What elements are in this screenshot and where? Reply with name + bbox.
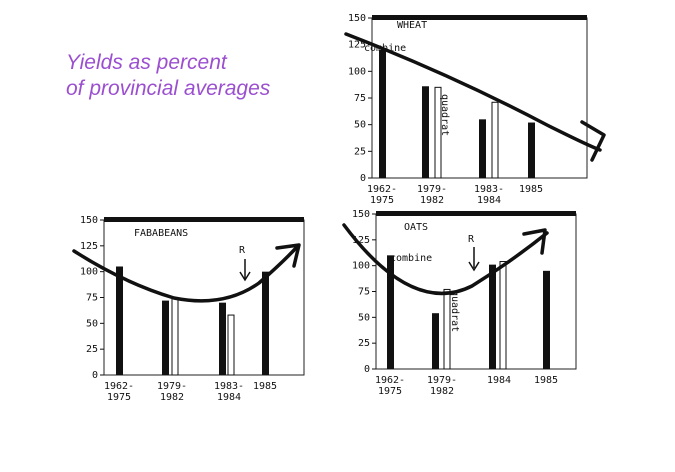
category-label: 1982 — [160, 392, 184, 403]
y-tick-label: 0 — [360, 173, 366, 184]
y-tick-label: 100 — [348, 66, 366, 77]
y-tick-label: 100 — [80, 267, 98, 278]
trend-arrowhead — [522, 228, 547, 255]
y-tick-label: 50 — [86, 318, 98, 329]
y-tick-label: 25 — [354, 146, 366, 157]
chart-title: FABABEANS — [134, 228, 188, 239]
category-label: 1979- — [427, 375, 457, 386]
y-tick-label: 25 — [86, 344, 98, 355]
bar-solid — [162, 300, 169, 375]
category-label: 1982 — [420, 195, 444, 206]
category-label: 1984 — [217, 392, 241, 403]
category-label: 1984 — [487, 375, 511, 386]
category-label: 1962- — [104, 381, 134, 392]
category-label: 1979- — [417, 184, 447, 195]
headline-line-1: Yields as percent — [66, 51, 227, 74]
bar-hollow — [499, 261, 507, 370]
chart-title: OATS — [404, 222, 428, 233]
trend-curve — [344, 32, 602, 152]
bar-hollow — [171, 297, 179, 376]
plot-top-border — [372, 15, 587, 20]
y-tick-label: 75 — [354, 93, 366, 104]
wheat-chart: 0 25 50 75 100 125 150 WHEAT 1962-1975 1979-1982 1… — [344, 13, 606, 206]
trend-curve — [72, 246, 298, 303]
trend-arrowhead — [580, 120, 606, 162]
y-tick-label: 75 — [86, 293, 98, 304]
y-tick-label: 125 — [348, 40, 366, 51]
r-arrow-head — [239, 271, 251, 282]
bar-hollow — [491, 101, 499, 179]
y-tick-label: 50 — [358, 312, 370, 323]
bar-solid — [422, 86, 429, 178]
bar-solid — [528, 122, 535, 178]
category-label: 1975 — [107, 392, 131, 403]
category-label: 1962- — [367, 184, 397, 195]
category-label: 1979- — [157, 381, 187, 392]
bar-solid — [432, 313, 439, 369]
category-label: 1975 — [370, 195, 394, 206]
y-tick-label: 0 — [92, 370, 98, 381]
fababeans-chart: 0255075100125150FABABEANS1962-19751979-1… — [72, 215, 305, 403]
headline-line-2: of provincial averages — [66, 77, 271, 100]
y-tick-label: 150 — [352, 209, 370, 220]
y-tick-label: 75 — [358, 287, 370, 298]
plot-frame — [103, 219, 305, 376]
y-tick-label: 0 — [364, 364, 370, 375]
category-label: 1975 — [378, 386, 402, 397]
annotation-r: R — [239, 245, 246, 256]
category-label: 1984 — [477, 195, 501, 206]
category-label: 1985 — [519, 184, 543, 195]
plot-top-border — [376, 211, 576, 216]
annotation-r: R — [468, 234, 475, 245]
bar-hollow — [227, 314, 235, 376]
chart-title: WHEAT — [397, 20, 427, 31]
annotation-combine: combine — [390, 253, 432, 264]
category-label: 1983- — [214, 381, 244, 392]
category-label: 1962- — [375, 375, 405, 386]
bar-solid — [262, 271, 269, 375]
bar-solid — [543, 270, 550, 369]
y-tick-label: 150 — [348, 13, 366, 24]
bar-hollow — [443, 288, 451, 370]
y-tick-label: 50 — [354, 120, 366, 131]
bar-solid — [379, 50, 386, 178]
oats-chart: 0 25 50 75 100 125 150 OATS 1962-1975 1979-1982 19… — [342, 209, 577, 397]
trend-arrowhead — [275, 243, 301, 268]
y-tick-label: 100 — [352, 261, 370, 272]
plot-top-border — [104, 217, 304, 222]
category-label: 1985 — [253, 381, 277, 392]
bar-solid — [489, 264, 496, 369]
annotation-quadrat: quadrat — [439, 94, 450, 136]
annotation-quadrat: quadrat — [449, 290, 460, 332]
r-arrow-head — [468, 261, 480, 272]
category-label: 1982 — [430, 386, 454, 397]
bar-solid — [479, 119, 486, 178]
headline: Yields as percent of provincial averages — [66, 50, 270, 102]
bar-hollow — [434, 86, 442, 179]
bar-solid — [219, 302, 226, 375]
bar-solid — [387, 255, 394, 369]
y-tick-label: 150 — [80, 215, 98, 226]
category-label: 1985 — [534, 375, 558, 386]
y-tick-label: 125 — [80, 241, 98, 252]
y-tick-label: 25 — [358, 338, 370, 349]
trend-curve — [342, 223, 549, 296]
y-tick-label: 125 — [352, 235, 370, 246]
category-label: 1983- — [474, 184, 504, 195]
bar-solid — [116, 266, 123, 375]
